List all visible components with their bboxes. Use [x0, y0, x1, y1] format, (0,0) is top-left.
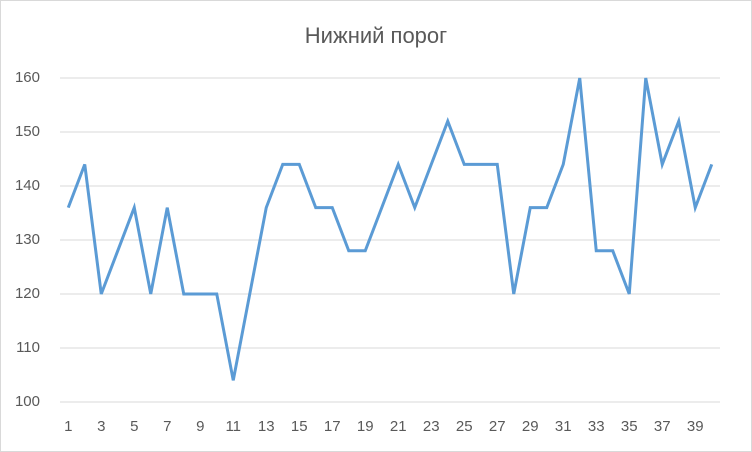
- x-tick-label: 21: [390, 418, 407, 435]
- y-tick-label: 160: [15, 69, 40, 86]
- y-tick-label: 130: [15, 231, 40, 248]
- x-tick-label: 9: [196, 418, 204, 435]
- x-tick-label: 11: [225, 418, 241, 435]
- x-tick-label: 37: [654, 418, 671, 435]
- y-tick-label: 120: [15, 285, 40, 302]
- y-tick-label: 100: [15, 393, 40, 410]
- x-tick-label: 1: [64, 418, 72, 435]
- x-tick-label: 27: [489, 418, 506, 435]
- x-tick-label: 5: [130, 418, 138, 435]
- y-tick-label: 150: [15, 123, 40, 140]
- x-tick-label: 39: [687, 418, 704, 435]
- x-tick-label: 35: [621, 418, 638, 435]
- y-tick-label: 110: [16, 339, 40, 356]
- x-tick-label: 29: [522, 418, 539, 435]
- x-tick-label: 19: [357, 418, 374, 435]
- x-tick-label: 17: [324, 418, 341, 435]
- x-tick-label: 15: [291, 418, 308, 435]
- y-tick-label: 140: [15, 177, 40, 194]
- x-tick-label: 25: [456, 418, 473, 435]
- x-tick-label: 23: [423, 418, 440, 435]
- x-tick-label: 31: [555, 418, 572, 435]
- data-line: [66, 77, 714, 381]
- x-tick-label: 33: [588, 418, 605, 435]
- chart-title: Нижний порог: [305, 23, 447, 48]
- x-tick-label: 3: [97, 418, 105, 435]
- x-tick-label: 13: [258, 418, 275, 435]
- x-tick-label: 7: [163, 418, 171, 435]
